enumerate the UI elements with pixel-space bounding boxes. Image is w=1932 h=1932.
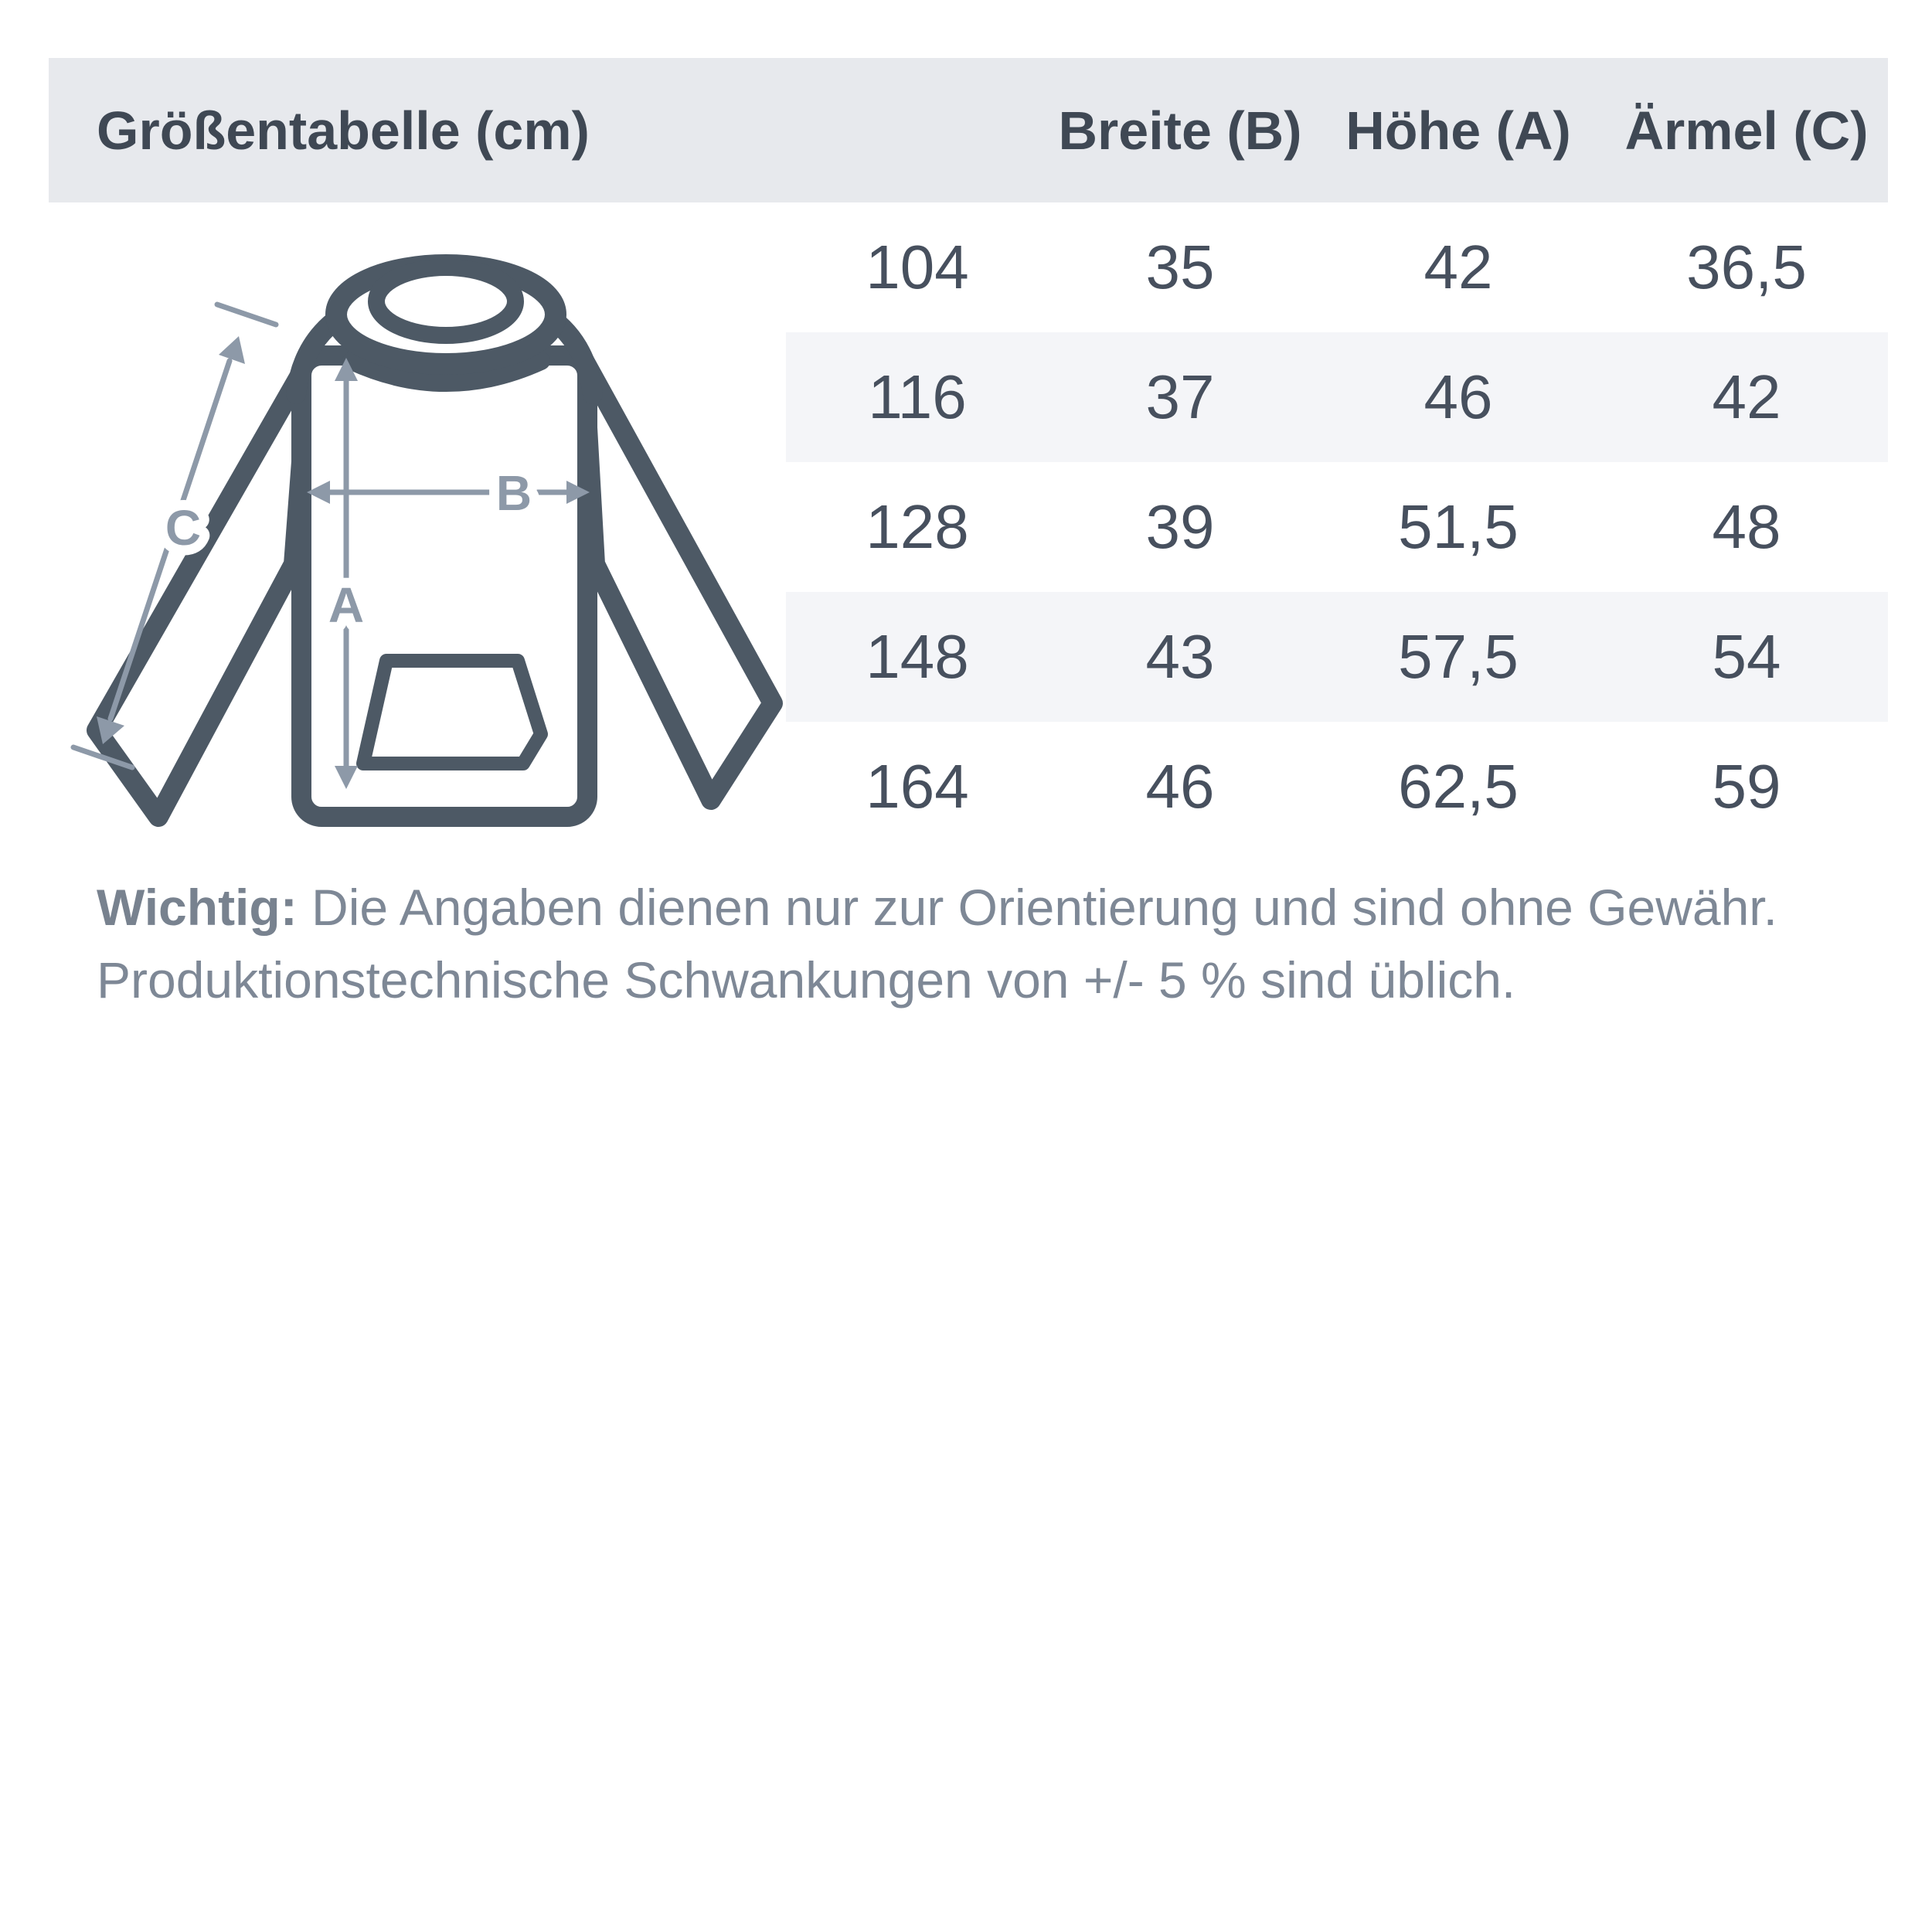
column-header-breite: Breite (B) bbox=[1058, 100, 1302, 161]
table-row-104: 104 35 42 36,5 bbox=[786, 202, 1888, 332]
table-row-164: 164 46 62,5 59 bbox=[786, 722, 1888, 852]
size-value: 128 bbox=[866, 492, 969, 561]
measure-arrow-a bbox=[335, 358, 358, 789]
disclaimer-line2: Produktionstechnische Schwankungen von +… bbox=[97, 951, 1516, 1009]
aermel-value: 54 bbox=[1712, 622, 1781, 691]
breite-value: 37 bbox=[1145, 362, 1215, 431]
breite-value: 39 bbox=[1145, 492, 1215, 561]
breite-value: 43 bbox=[1145, 622, 1215, 691]
disclaimer-label: Wichtig: bbox=[97, 879, 298, 936]
hoehe-value: 57,5 bbox=[1398, 622, 1519, 691]
hoehe-value: 51,5 bbox=[1398, 492, 1519, 561]
aermel-value: 36,5 bbox=[1686, 233, 1807, 301]
measure-label-b: B bbox=[496, 465, 532, 521]
measure-arrow-b bbox=[307, 481, 590, 504]
hoodie-measurement-diagram: A B C bbox=[70, 254, 783, 827]
size-chart-header: Größentabelle (cm) Breite (B) Höhe (A) Ä… bbox=[49, 58, 1888, 202]
hoehe-value: 62,5 bbox=[1398, 752, 1519, 821]
aermel-value: 42 bbox=[1712, 362, 1781, 431]
disclaimer-note: Wichtig: Die Angaben dienen nur zur Orie… bbox=[97, 872, 1882, 1016]
hoodie-neckline-icon bbox=[342, 352, 550, 392]
aermel-value: 59 bbox=[1712, 752, 1781, 821]
size-value: 164 bbox=[866, 752, 969, 821]
measure-label-a: A bbox=[328, 577, 364, 633]
column-header-hoehe: Höhe (A) bbox=[1345, 100, 1571, 161]
table-row-116: 116 37 46 42 bbox=[786, 332, 1888, 462]
page-title: Größentabelle (cm) bbox=[97, 100, 590, 161]
measure-label-c: C bbox=[165, 500, 201, 556]
breite-value: 35 bbox=[1145, 233, 1215, 301]
size-value: 116 bbox=[868, 362, 967, 431]
column-header-aermel: Ärmel (C) bbox=[1624, 100, 1869, 161]
breite-value: 46 bbox=[1145, 752, 1215, 821]
table-row-128: 128 39 51,5 48 bbox=[786, 462, 1888, 592]
hoodie-hood-icon bbox=[325, 254, 566, 375]
measure-arrow-c bbox=[70, 301, 279, 770]
hoodie-pocket-icon bbox=[356, 654, 548, 770]
size-table: 104 35 42 36,5 116 37 46 42 128 39 51,5 … bbox=[786, 202, 1888, 852]
disclaimer-line1: Die Angaben dienen nur zur Orientierung … bbox=[311, 879, 1777, 936]
aermel-value: 48 bbox=[1712, 492, 1781, 561]
hoehe-value: 46 bbox=[1423, 362, 1493, 431]
size-value: 148 bbox=[866, 622, 969, 691]
size-value: 104 bbox=[866, 233, 969, 301]
table-row-148: 148 43 57,5 54 bbox=[786, 592, 1888, 722]
hoehe-value: 42 bbox=[1423, 233, 1493, 301]
